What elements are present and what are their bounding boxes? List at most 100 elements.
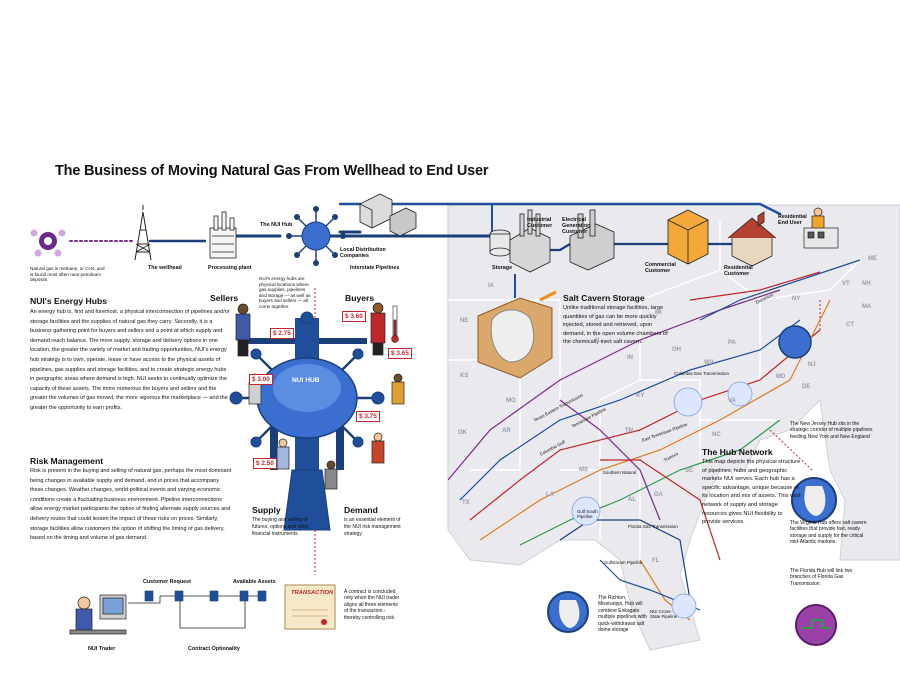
commercial-building <box>667 209 709 265</box>
state-code: MO <box>506 398 516 404</box>
methane-caption: Natural gas is methane, or CH4, and is f… <box>30 266 105 283</box>
state-code: FL <box>652 558 660 564</box>
hub-network-body: This map depicts the physical structure … <box>702 459 801 526</box>
residential-end-label: Residential End User <box>778 214 807 226</box>
pipeline-label: Columbia Gas Transmission <box>674 371 729 376</box>
state-code: OH <box>672 347 681 353</box>
virginia-hub-note: The Virginia Hub offers salt cavern faci… <box>790 520 867 546</box>
transaction-document <box>284 584 336 630</box>
methane-molecule <box>30 229 66 257</box>
industrial-label: Industrial Customer <box>527 217 553 229</box>
florida-hub-note: The Florida Hub will link two branches o… <box>790 568 853 587</box>
pipeline-label: Florida Gas Transmission <box>628 524 678 529</box>
state-code: NY <box>792 296 801 302</box>
state-code: WV <box>704 360 714 366</box>
salt-cavern-graphic <box>477 274 557 379</box>
electrical-label: Electrical Generation Customer <box>562 217 591 235</box>
state-code: VT <box>842 281 850 287</box>
state-code: DE <box>802 384 811 390</box>
energy-hubs-body: An energy hub is, first and foremost, a … <box>30 309 230 411</box>
new-jersey-hub-note: The New Jersey Hub sits in the strategic… <box>790 421 873 440</box>
sellers-label: Sellers <box>210 293 239 303</box>
price-tag: $ 3.00 <box>249 374 273 385</box>
residential-house <box>727 211 777 267</box>
state-code: NJ <box>808 362 816 368</box>
state-code: IL <box>596 338 602 344</box>
mississippi-hub-note: The Richton, Mississippi, Hub will combi… <box>598 595 647 634</box>
state-code: OK <box>458 430 467 436</box>
customer-request-label: Customer Request <box>143 579 191 585</box>
hub-detail-circles <box>547 325 837 646</box>
state-code: MS <box>579 467 588 473</box>
state-code: NE <box>460 318 469 324</box>
pipeline-label: NUI Cross-State Pipeline <box>650 609 678 619</box>
commercial-label: Commercial Customer <box>645 262 676 274</box>
state-code: SC <box>685 468 694 474</box>
interstate-label: Interstate Pipelines <box>350 265 400 271</box>
demand-description: is an essential element of the NUI risk … <box>344 517 401 537</box>
wellhead-label: The wellhead <box>148 265 182 271</box>
price-tag: $ 3.60 <box>342 311 366 322</box>
pipeline-label: Gulfstream Pipeline <box>604 560 643 565</box>
state-code: CT <box>846 322 854 328</box>
state-code: VA <box>728 398 736 404</box>
top-hub-graphic <box>286 206 346 266</box>
price-tag: $ 2.50 <box>253 458 277 469</box>
trader-illustration <box>69 594 127 635</box>
state-code: ME <box>868 256 877 262</box>
residential-label: Residential Customer <box>724 265 753 277</box>
main-pipeline-blue <box>338 202 782 216</box>
hub-note: NUI's energy hubs are physical locations… <box>259 276 311 309</box>
state-code: TN <box>625 428 633 434</box>
energy-hubs-heading: NUI's Energy Hubs <box>30 296 108 306</box>
state-code: MA <box>862 304 872 310</box>
trader-valves <box>144 590 267 602</box>
hub-network-heading: The Hub Network <box>702 447 773 457</box>
end-user-figure <box>803 207 839 249</box>
processing-plant <box>209 211 237 259</box>
transaction-label: TRANSACTION <box>291 590 334 596</box>
storage-tanks <box>489 229 511 257</box>
state-code: TX <box>462 500 470 506</box>
risk-body: Risk is present in the buying and sellin… <box>30 468 232 542</box>
risk-heading: Risk Management <box>30 456 104 466</box>
ldc-buildings <box>359 193 417 237</box>
pipeline-network <box>447 259 861 621</box>
nui-hub-center-label: NUI HUB <box>292 377 320 384</box>
price-tag: $ 3.75 <box>356 411 380 422</box>
available-assets-label: Available Assets <box>233 579 276 585</box>
salt-cavern-heading: Salt Cavern Storage <box>563 293 645 303</box>
nui-hub-label: The NUI Hub <box>260 222 293 228</box>
state-code: PA <box>728 340 736 346</box>
state-code: NH <box>862 281 871 287</box>
buyers-label: Buyers <box>345 293 375 303</box>
nui-hub-graphic <box>229 311 385 531</box>
state-code: AL <box>628 497 636 503</box>
state-code: MI <box>655 310 662 316</box>
salt-cavern-body: Unlike traditional storage facilities, l… <box>563 305 668 346</box>
price-tag: $ 3.65 <box>388 348 412 359</box>
thermometer <box>391 305 399 343</box>
state-code: KS <box>460 373 469 379</box>
demand-label: Demand <box>344 505 378 515</box>
state-code: NC <box>712 432 721 438</box>
storage-label: Storage <box>492 265 513 271</box>
state-code: GA <box>654 492 663 498</box>
nui-trader-label: NUI Trader <box>88 646 116 652</box>
page-title: The Business of Moving Natural Gas From … <box>55 163 489 179</box>
power-plant <box>569 209 615 271</box>
hub-bursts <box>571 327 810 619</box>
state-code: IA <box>488 283 494 289</box>
processing-plant-label: Processing plant <box>208 265 252 271</box>
contract-note: A contract is concluded only when the NU… <box>344 589 400 621</box>
state-code: KY <box>636 393 645 399</box>
contract-optionality-label: Contract Optionality <box>188 646 240 652</box>
price-tag: $ 2.75 <box>270 328 294 339</box>
state-code: IN <box>627 355 633 361</box>
state-code: AR <box>502 428 511 434</box>
pipeline-label: Gulf South Pipeline <box>577 509 598 519</box>
pipeline-label: Southern Natural <box>603 470 637 475</box>
state-code: LA <box>546 492 554 498</box>
state-code: MD <box>776 374 786 380</box>
